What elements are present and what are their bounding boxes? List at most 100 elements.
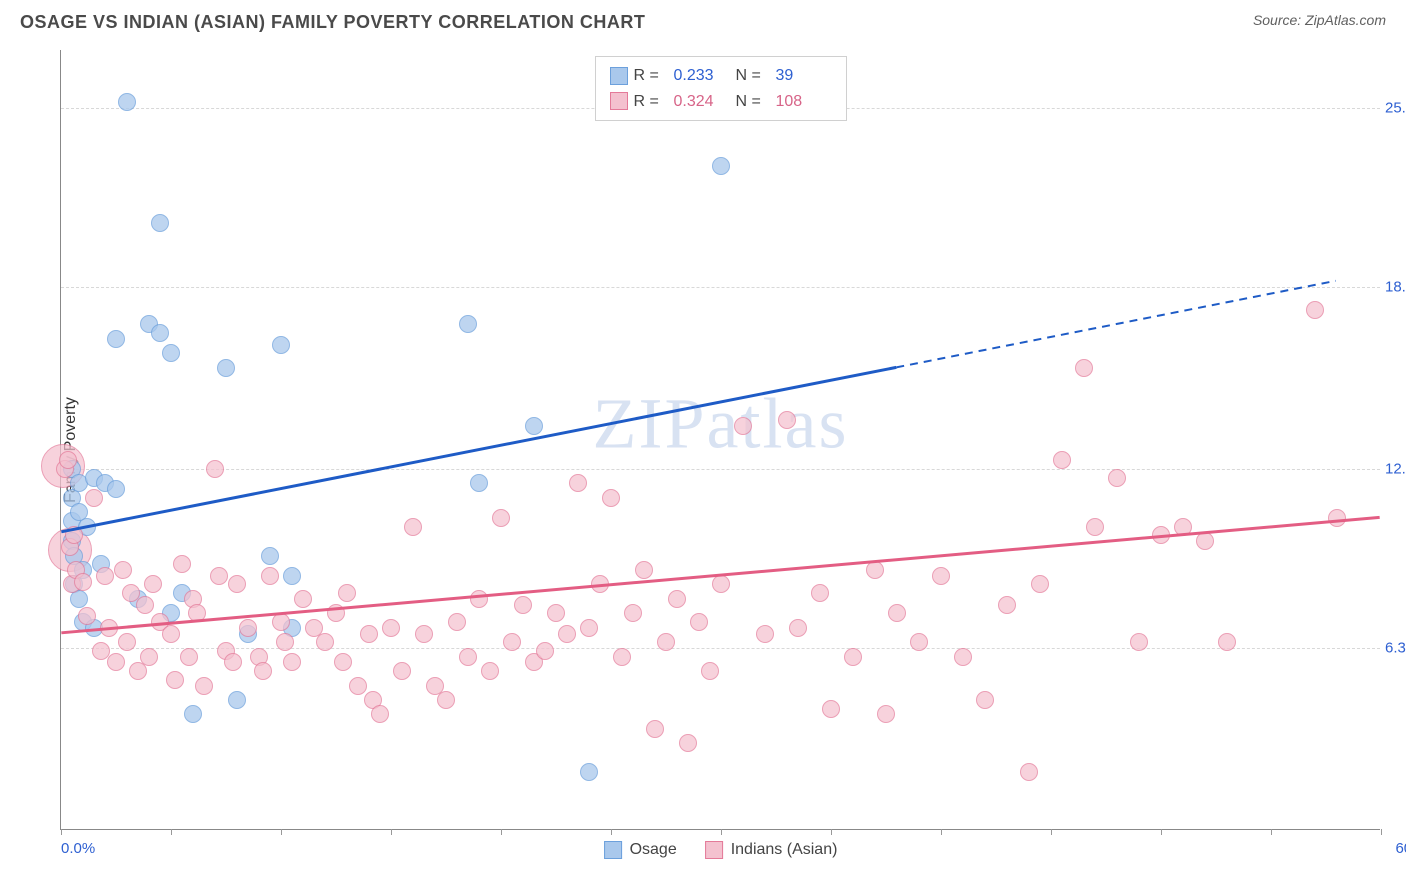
data-point [100, 619, 118, 637]
data-point [173, 555, 191, 573]
data-point [1053, 451, 1071, 469]
data-point [822, 700, 840, 718]
data-point [536, 642, 554, 660]
data-point [448, 613, 466, 631]
data-point [74, 573, 92, 591]
data-point [65, 526, 83, 544]
data-point [888, 604, 906, 622]
chart-source: Source: ZipAtlas.com [1253, 12, 1386, 28]
data-point [224, 653, 242, 671]
x-tick [831, 829, 832, 835]
x-tick [721, 829, 722, 835]
data-point [613, 648, 631, 666]
data-point [272, 613, 290, 631]
data-point [136, 596, 154, 614]
data-point [514, 596, 532, 614]
data-point [217, 359, 235, 377]
data-point [998, 596, 1016, 614]
data-point [569, 474, 587, 492]
data-point [756, 625, 774, 643]
legend-item-indians: Indians (Asian) [705, 841, 838, 859]
osage-r-value: 0.233 [674, 63, 730, 89]
data-point [140, 648, 158, 666]
plot-area: ZIPatlas R = 0.233 N = 39 R = 0.324 N = … [60, 50, 1380, 830]
r-label: R = [634, 63, 668, 89]
data-point [932, 567, 950, 585]
osage-legend-label: Osage [630, 841, 677, 859]
data-point [1306, 301, 1324, 319]
chart-title: OSAGE VS INDIAN (ASIAN) FAMILY POVERTY C… [20, 12, 645, 33]
data-point [180, 648, 198, 666]
data-point [393, 662, 411, 680]
data-point [404, 518, 422, 536]
chart-header: OSAGE VS INDIAN (ASIAN) FAMILY POVERTY C… [0, 0, 1406, 37]
x-tick [501, 829, 502, 835]
data-point [261, 547, 279, 565]
data-point [437, 691, 455, 709]
y-tick-label: 25.0% [1385, 99, 1406, 116]
data-point [272, 336, 290, 354]
data-point [547, 604, 565, 622]
data-point [195, 677, 213, 695]
data-point [866, 561, 884, 579]
data-point [503, 633, 521, 651]
r-label: R = [634, 89, 668, 115]
data-point [481, 662, 499, 680]
data-point [459, 315, 477, 333]
indians-n-value: 108 [776, 89, 832, 115]
data-point [679, 734, 697, 752]
data-point [107, 480, 125, 498]
data-point [646, 720, 664, 738]
data-point [459, 648, 477, 666]
data-point [162, 344, 180, 362]
data-point [470, 590, 488, 608]
data-point [1218, 633, 1236, 651]
chart-container: Family Poverty ZIPatlas R = 0.233 N = 39… [50, 50, 1390, 850]
y-tick-label: 12.5% [1385, 460, 1406, 477]
data-point [1086, 518, 1104, 536]
data-point [276, 633, 294, 651]
x-tick [1381, 829, 1382, 835]
x-tick [281, 829, 282, 835]
data-point [657, 633, 675, 651]
data-point [1075, 359, 1093, 377]
y-tick-label: 6.3% [1385, 640, 1406, 657]
stats-row-indians: R = 0.324 N = 108 [610, 89, 832, 115]
stats-legend: R = 0.233 N = 39 R = 0.324 N = 108 [595, 56, 847, 121]
data-point [580, 763, 598, 781]
data-point [210, 567, 228, 585]
data-point [188, 604, 206, 622]
data-point [591, 575, 609, 593]
data-point [96, 567, 114, 585]
data-point [976, 691, 994, 709]
data-point [734, 417, 752, 435]
data-point [1020, 763, 1038, 781]
x-min-label: 0.0% [61, 840, 95, 857]
data-point [360, 625, 378, 643]
data-point [349, 677, 367, 695]
data-point [415, 625, 433, 643]
data-point [144, 575, 162, 593]
gridline [61, 469, 1380, 470]
data-point [712, 157, 730, 175]
data-point [283, 653, 301, 671]
data-point [1196, 532, 1214, 550]
data-point [382, 619, 400, 637]
x-tick [391, 829, 392, 835]
data-point [283, 567, 301, 585]
data-point [844, 648, 862, 666]
n-label: N = [736, 63, 770, 89]
data-point [602, 489, 620, 507]
osage-swatch [610, 67, 628, 85]
data-point [492, 509, 510, 527]
data-point [316, 633, 334, 651]
data-point [558, 625, 576, 643]
data-point [338, 584, 356, 602]
data-point [114, 561, 132, 579]
data-point [228, 575, 246, 593]
data-point [811, 584, 829, 602]
data-point [261, 567, 279, 585]
data-point [910, 633, 928, 651]
data-point [78, 607, 96, 625]
data-point [470, 474, 488, 492]
